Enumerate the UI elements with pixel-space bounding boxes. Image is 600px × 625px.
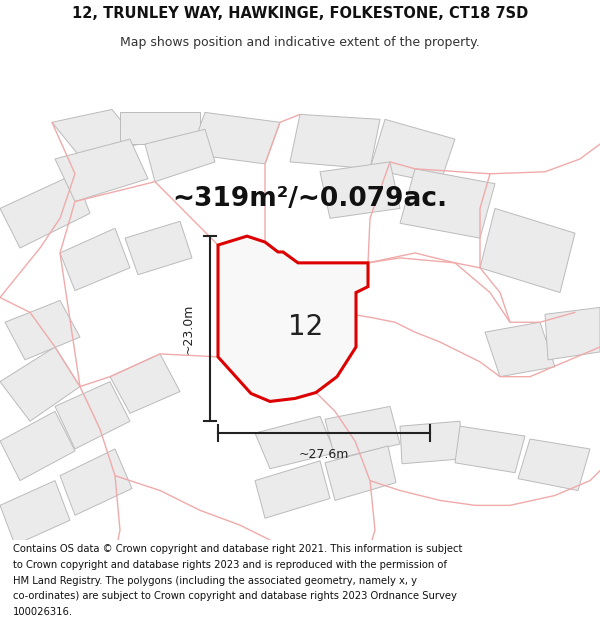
Polygon shape: [325, 406, 400, 459]
Polygon shape: [455, 426, 525, 472]
Polygon shape: [485, 322, 555, 377]
Text: 12, TRUNLEY WAY, HAWKINGE, FOLKESTONE, CT18 7SD: 12, TRUNLEY WAY, HAWKINGE, FOLKESTONE, C…: [72, 6, 528, 21]
Polygon shape: [400, 169, 495, 238]
Polygon shape: [52, 109, 140, 157]
Polygon shape: [320, 162, 400, 218]
Polygon shape: [110, 354, 180, 413]
Polygon shape: [120, 112, 200, 144]
Polygon shape: [5, 301, 80, 360]
Polygon shape: [55, 382, 130, 449]
Text: 100026316.: 100026316.: [13, 607, 73, 617]
Text: co-ordinates) are subject to Crown copyright and database rights 2023 Ordnance S: co-ordinates) are subject to Crown copyr…: [13, 591, 457, 601]
Polygon shape: [218, 236, 368, 401]
Text: Contains OS data © Crown copyright and database right 2021. This information is : Contains OS data © Crown copyright and d…: [13, 544, 463, 554]
Polygon shape: [255, 416, 335, 469]
Polygon shape: [60, 228, 130, 291]
Polygon shape: [125, 221, 192, 275]
Polygon shape: [400, 421, 462, 464]
Polygon shape: [55, 139, 148, 201]
Text: ~27.6m: ~27.6m: [299, 448, 349, 461]
Polygon shape: [325, 446, 396, 501]
Polygon shape: [190, 112, 280, 164]
Polygon shape: [60, 449, 132, 515]
Text: Map shows position and indicative extent of the property.: Map shows position and indicative extent…: [120, 36, 480, 49]
Polygon shape: [0, 411, 75, 481]
Polygon shape: [545, 308, 600, 360]
Polygon shape: [145, 129, 215, 182]
Text: ~319m²/~0.079ac.: ~319m²/~0.079ac.: [172, 186, 448, 211]
Text: HM Land Registry. The polygons (including the associated geometry, namely x, y: HM Land Registry. The polygons (includin…: [13, 576, 417, 586]
Polygon shape: [0, 481, 70, 545]
Polygon shape: [480, 208, 575, 292]
Polygon shape: [290, 114, 380, 169]
Polygon shape: [0, 347, 80, 421]
Text: ~23.0m: ~23.0m: [182, 304, 194, 354]
Text: to Crown copyright and database rights 2023 and is reproduced with the permissio: to Crown copyright and database rights 2…: [13, 560, 447, 570]
Polygon shape: [0, 174, 90, 248]
Polygon shape: [518, 439, 590, 491]
Text: 12: 12: [287, 313, 323, 341]
Polygon shape: [255, 461, 330, 518]
Polygon shape: [370, 119, 455, 184]
